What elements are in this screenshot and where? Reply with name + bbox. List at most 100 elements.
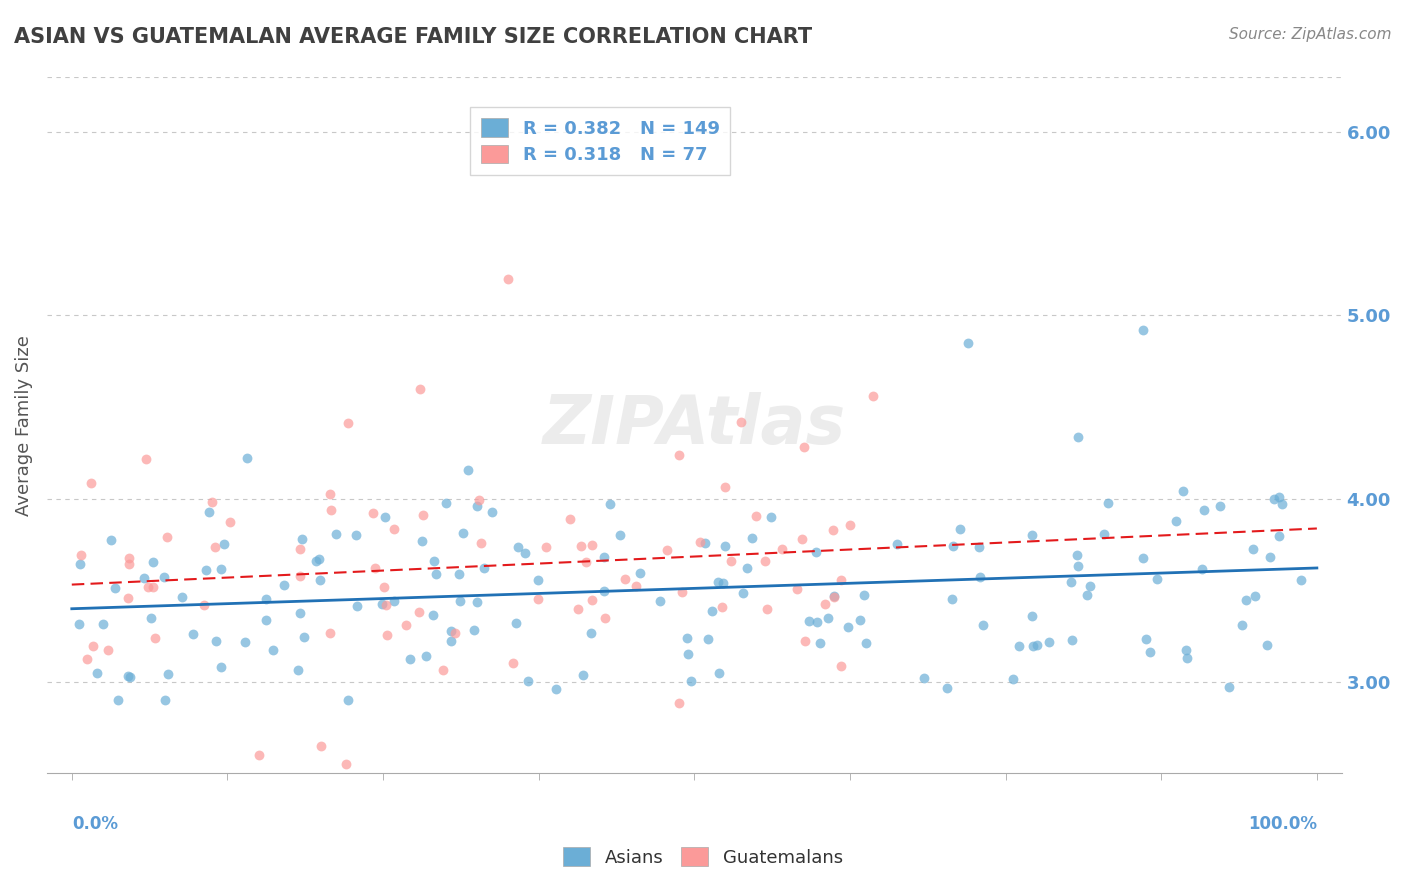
Point [325,527,347,541]
Point [465,595,488,609]
Point [581,593,603,607]
Point [156,666,179,681]
Point [571,668,593,682]
Point [700,604,723,618]
Point [69,558,91,572]
Point [236,450,259,465]
Point [1066,548,1088,562]
Point [709,666,731,681]
Point [1241,542,1264,557]
Legend: R = 0.382   N = 149, R = 0.318   N = 77: R = 0.382 N = 149, R = 0.318 N = 77 [470,107,731,175]
Point [754,554,776,568]
Text: 0.0%: 0.0% [72,815,118,833]
Point [678,647,700,661]
Point [1139,645,1161,659]
Point [862,389,884,403]
Point [117,669,139,683]
Point [93,617,115,632]
Point [135,451,157,466]
Point [720,554,742,568]
Point [183,627,205,641]
Point [575,555,598,569]
Point [79,475,101,490]
Point [1097,496,1119,510]
Point [287,663,309,677]
Text: ASIAN VS GUATEMALAN AVERAGE FAMILY SIZE CORRELATION CHART: ASIAN VS GUATEMALAN AVERAGE FAMILY SIZE … [14,27,813,46]
Point [423,554,446,568]
Point [463,623,485,637]
Point [1208,500,1230,514]
Point [1234,593,1257,607]
Point [273,578,295,592]
Point [1289,574,1312,588]
Point [912,672,935,686]
Point [786,582,808,597]
Point [204,541,226,555]
Point [609,527,631,541]
Point [1263,491,1285,506]
Point [1256,638,1278,652]
Point [335,757,357,772]
Point [288,568,311,582]
Point [817,611,839,625]
Y-axis label: Average Family Size: Average Family Size [15,334,32,516]
Point [496,272,519,286]
Point [382,593,405,607]
Point [1218,680,1240,694]
Point [254,591,277,606]
Point [830,659,852,673]
Point [957,335,980,350]
Point [1230,618,1253,632]
Point [481,505,503,519]
Point [371,597,394,611]
Point [336,416,359,430]
Point [449,594,471,608]
Point [593,610,616,624]
Point [1021,608,1043,623]
Point [100,533,122,547]
Point [613,572,636,586]
Point [440,624,463,638]
Point [411,534,433,549]
Point [374,598,396,612]
Point [205,634,228,648]
Point [1076,588,1098,602]
Point [655,543,678,558]
Point [972,618,994,632]
Point [693,536,716,550]
Point [292,631,315,645]
Point [361,506,384,520]
Point [799,614,821,628]
Point [86,666,108,681]
Point [534,540,557,554]
Point [319,502,342,516]
Text: ZIPAtlas: ZIPAtlas [543,392,846,458]
Point [470,536,492,550]
Point [628,566,651,580]
Point [581,625,603,640]
Point [104,582,127,596]
Point [806,545,828,559]
Point [942,539,965,553]
Point [1171,483,1194,498]
Point [1146,572,1168,586]
Point [624,579,647,593]
Point [373,581,395,595]
Point [1192,503,1215,517]
Point [1191,561,1213,575]
Point [759,510,782,524]
Point [806,615,828,630]
Point [544,681,567,696]
Point [262,643,284,657]
Point [468,492,491,507]
Point [737,561,759,575]
Point [422,607,444,622]
Point [432,663,454,677]
Point [714,540,737,554]
Point [741,531,763,545]
Point [936,681,959,695]
Point [560,511,582,525]
Point [1268,490,1291,504]
Point [337,693,360,707]
Point [1174,643,1197,657]
